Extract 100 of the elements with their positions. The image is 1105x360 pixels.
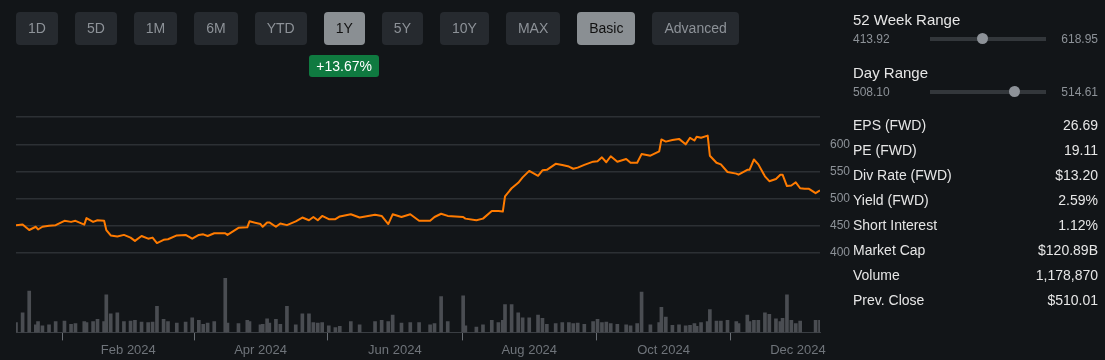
bar xyxy=(115,312,120,333)
text: 618.95 xyxy=(1061,32,1098,46)
bar xyxy=(489,320,494,333)
bar xyxy=(481,324,485,333)
y-tick-label: 450 xyxy=(830,217,851,232)
bar xyxy=(326,325,331,333)
bar xyxy=(373,321,377,333)
text: PE (FWD) xyxy=(853,142,917,158)
text: 1M xyxy=(133,12,178,45)
bar xyxy=(417,322,421,333)
bar xyxy=(190,317,195,333)
text: 19.11 xyxy=(1064,142,1098,158)
bar xyxy=(307,313,311,333)
bar xyxy=(408,322,413,333)
text: Market Cap xyxy=(853,242,926,258)
text: +13.67% xyxy=(309,55,379,77)
text: 26.69 xyxy=(1062,117,1098,133)
text: 1.12% xyxy=(1058,217,1098,233)
text: MAX xyxy=(505,12,561,45)
bar xyxy=(699,322,703,333)
text: $13.20 xyxy=(1055,167,1098,183)
text: Advanced xyxy=(652,12,739,45)
text: 1Y xyxy=(323,12,365,45)
text: $120.89B xyxy=(1038,242,1098,258)
text: Short Interest xyxy=(853,217,938,233)
text: 5D xyxy=(74,12,117,45)
text: Basic xyxy=(577,12,636,45)
text: 413.92 xyxy=(853,32,890,46)
text: $510.01 xyxy=(1047,292,1098,308)
bar xyxy=(315,322,320,333)
bar xyxy=(439,296,443,333)
y-tick-label: 400 xyxy=(830,245,851,260)
text: Div Rate (FWD) xyxy=(853,167,952,183)
bar xyxy=(278,323,283,333)
text: 508.10 xyxy=(853,85,890,99)
bar xyxy=(575,322,580,333)
bar xyxy=(47,324,51,333)
bar xyxy=(267,322,272,333)
bar xyxy=(591,321,595,333)
bar xyxy=(91,321,95,333)
bar xyxy=(503,304,507,333)
text: 1D xyxy=(16,12,58,45)
text: 52 Week Range xyxy=(853,11,962,28)
text: 5Y xyxy=(381,12,423,45)
bar xyxy=(293,324,298,333)
bar xyxy=(166,321,170,333)
bar xyxy=(285,305,289,333)
text: 10Y xyxy=(439,12,489,45)
text: Yield (FWD) xyxy=(853,192,929,208)
text: Day Range xyxy=(853,64,930,81)
text: 6M xyxy=(194,12,238,45)
y-tick-label: 550 xyxy=(830,163,851,178)
x-tick-label: Oct 2024 xyxy=(637,341,690,357)
bar xyxy=(752,320,756,333)
bar xyxy=(461,295,465,333)
bar xyxy=(133,320,137,333)
x-tick-label: Dec 2024 xyxy=(770,341,826,357)
x-tick-label: Apr 2024 xyxy=(234,341,287,357)
bar xyxy=(146,322,150,333)
bar xyxy=(763,312,767,333)
bar xyxy=(608,323,613,333)
bar xyxy=(571,323,576,333)
bar xyxy=(756,320,761,333)
x-tick-label: Jun 2024 xyxy=(368,341,422,357)
bar xyxy=(197,320,201,333)
bar xyxy=(104,294,109,333)
x-tick-label: Feb 2024 xyxy=(100,341,156,357)
text: 514.61 xyxy=(1061,85,1098,99)
bar xyxy=(122,321,126,333)
bar xyxy=(536,314,540,333)
y-tick-label: 500 xyxy=(830,190,851,205)
bar xyxy=(274,319,278,333)
bar xyxy=(428,324,432,333)
bar xyxy=(567,322,571,333)
bar xyxy=(527,317,532,333)
text: Prev. Close xyxy=(853,292,925,308)
bar xyxy=(560,322,565,333)
bar xyxy=(553,323,558,333)
bar xyxy=(155,305,159,333)
bar xyxy=(708,309,712,333)
bar xyxy=(201,323,206,333)
bar xyxy=(348,321,353,333)
text: 2.59% xyxy=(1058,192,1098,208)
bar xyxy=(212,321,217,333)
bar xyxy=(445,321,450,333)
bar xyxy=(774,318,778,333)
text: Volume xyxy=(853,267,900,283)
bar xyxy=(27,290,32,333)
bar xyxy=(624,324,628,333)
bar xyxy=(798,320,803,333)
text: YTD xyxy=(254,12,307,45)
y-tick-label: 600 xyxy=(830,136,851,151)
bar xyxy=(785,294,789,333)
bar xyxy=(793,323,798,333)
text: 1,178,870 xyxy=(1035,267,1098,283)
bar xyxy=(337,326,342,333)
bar xyxy=(688,325,692,333)
text: EPS (FWD) xyxy=(853,117,927,133)
bar xyxy=(600,322,604,333)
bar xyxy=(320,322,325,333)
